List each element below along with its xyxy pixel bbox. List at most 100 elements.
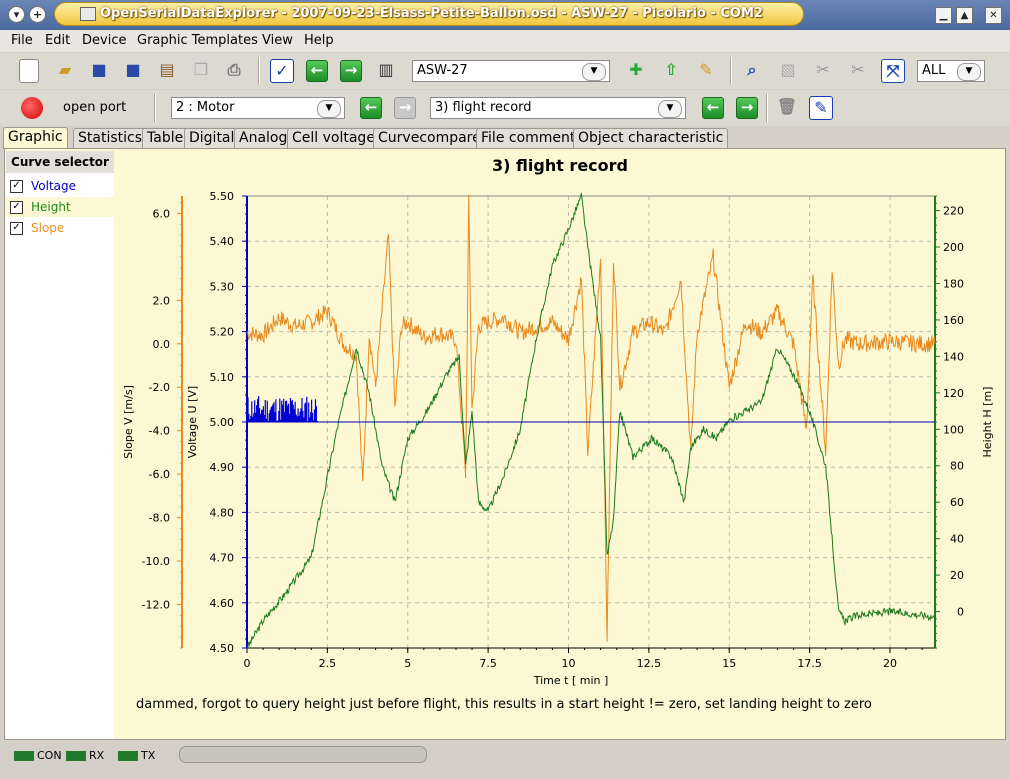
tab-object-characteristic[interactable]: Object characteristic (573, 128, 729, 148)
x-tick-label: 15 (722, 657, 736, 670)
trash-icon[interactable]: 🗑 (776, 97, 798, 116)
height-tick-label: 160 (943, 314, 964, 327)
slope-series-line (246, 194, 936, 642)
height-tick-label: 200 (943, 241, 964, 254)
zoom-window-icon[interactable]: ⌕ (747, 60, 757, 79)
voltage-tick-label: 4.90 (210, 461, 235, 474)
channel-select[interactable]: 2 : Motor ▼ (171, 97, 345, 119)
curve-item-voltage[interactable]: ✓ Voltage (6, 176, 114, 196)
toolbar-separator (154, 94, 156, 122)
prev-device-button[interactable]: ← (306, 60, 328, 82)
height-checkbox[interactable]: ✓ (10, 201, 23, 214)
zoom-select[interactable]: ALL ▼ (917, 60, 985, 82)
record-select[interactable]: 3) flight record ▼ (430, 97, 686, 119)
height-tick-label: 140 (943, 350, 964, 363)
height-tick-label: 120 (943, 387, 964, 400)
edit-record-icon[interactable]: ✎ (809, 96, 833, 120)
con-label: CON (37, 749, 62, 762)
print-icon[interactable]: ⎙ (227, 60, 241, 79)
minimize-icon[interactable]: ▁ (935, 7, 952, 24)
voltage-tick-label: 5.10 (210, 371, 235, 384)
curve-item-height[interactable]: ✓ Height (6, 197, 114, 217)
x-tick-label: 2.5 (319, 657, 337, 670)
x-tick-label: 20 (883, 657, 897, 670)
copy-icon[interactable]: ❐ (193, 60, 209, 79)
device-properties-icon[interactable]: ▥ (378, 60, 394, 79)
upload-object-icon[interactable]: ⇧ (664, 60, 678, 79)
tab-table[interactable]: Table (142, 128, 189, 148)
menu-edit[interactable]: Edit (45, 33, 71, 48)
tab-file-comment[interactable]: File comment (476, 128, 581, 148)
menu-graphic-templates[interactable]: Graphic Templates (137, 33, 258, 48)
toolbar-separator (258, 57, 260, 85)
flight-chart[interactable]: 0 2.5 5 7.5 10 12.5 15 17.5 20 Time t [ min ] 6.0 2… (116, 180, 1004, 695)
object-select[interactable]: ASW-27 ▼ (412, 60, 610, 82)
voltage-tick-label: 5.20 (210, 326, 235, 339)
chart-title: 3) flight record (492, 156, 628, 175)
toolbar-separator (766, 94, 768, 122)
menu-view[interactable]: View (262, 33, 293, 48)
voltage-tick-label: 5.50 (210, 190, 235, 203)
slope-tick-label: 2.0 (153, 294, 171, 307)
rx-led (66, 751, 86, 761)
progress-bar (179, 746, 427, 763)
menu-help[interactable]: Help (304, 33, 334, 48)
pan-icon[interactable]: ▧ (780, 60, 796, 79)
con-led (14, 751, 34, 761)
slope-tick-label: -6.0 (149, 468, 170, 481)
slope-checkbox[interactable]: ✓ (10, 222, 23, 235)
window-menu-icon[interactable]: ▾ (8, 6, 25, 23)
prev-channel-button[interactable]: ← (360, 97, 382, 119)
height-tick-label: 80 (950, 460, 964, 473)
voltage-axis-label: Voltage U [V] (186, 386, 199, 458)
graphic-panel (4, 148, 1006, 740)
new-file-icon[interactable] (19, 59, 39, 83)
open-folder-icon[interactable]: ▰ (58, 60, 72, 79)
tab-curvecompare[interactable]: Curvecompare (373, 128, 486, 148)
next-channel-button[interactable]: → (394, 97, 416, 119)
tab-statistics[interactable]: Statistics (73, 128, 147, 148)
height-tick-label: 100 (943, 423, 964, 436)
next-device-button[interactable]: → (340, 60, 362, 82)
toolbar-separator (730, 57, 732, 85)
height-tick-label: 20 (950, 569, 964, 582)
height-tick-label: 0 (957, 606, 964, 619)
add-object-icon[interactable]: ✚ (629, 60, 643, 79)
height-axis-label: Height H [m] (981, 387, 994, 458)
sticky-icon[interactable]: + (29, 6, 46, 23)
save-as-icon[interactable]: ■ (125, 60, 141, 79)
cut-right-icon[interactable]: ✂ (851, 60, 865, 79)
curve-item-slope[interactable]: ✓ Slope (6, 218, 114, 238)
settings-sheet-icon[interactable]: ▤ (159, 60, 175, 79)
voltage-tick-label: 5.40 (210, 235, 235, 248)
slope-tick-label: -2.0 (149, 381, 170, 394)
device-check-icon[interactable]: ✓ (270, 59, 294, 83)
slope-tick-label: -4.0 (149, 425, 170, 438)
voltage-tick-label: 4.80 (210, 506, 235, 519)
menu-file[interactable]: File (11, 33, 33, 48)
cut-left-icon[interactable]: ✂ (816, 60, 830, 79)
height-tick-label: 220 (943, 205, 964, 218)
menu-device[interactable]: Device (82, 33, 127, 48)
x-tick-label: 12.5 (637, 657, 662, 670)
tab-cell-voltage[interactable]: Cell voltage (287, 128, 380, 148)
x-tick-label: 10 (561, 657, 575, 670)
x-tick-label: 17.5 (797, 657, 822, 670)
fit-icon[interactable]: ⤧ (881, 59, 905, 83)
maximize-icon[interactable]: ▲ (956, 7, 973, 24)
slope-tick-label: 6.0 (153, 207, 171, 220)
prev-record-button[interactable]: ← (702, 97, 724, 119)
open-port-label[interactable]: open port (63, 100, 127, 115)
port-status-icon[interactable] (21, 97, 43, 119)
tab-digital[interactable]: Digital (184, 128, 240, 148)
voltage-checkbox[interactable]: ✓ (10, 180, 23, 193)
tab-graphic[interactable]: Graphic (3, 127, 68, 149)
tab-analog[interactable]: Analog (234, 128, 293, 148)
next-record-button[interactable]: → (736, 97, 758, 119)
close-icon[interactable]: ✕ (985, 7, 1002, 24)
save-icon[interactable]: ■ (91, 60, 107, 79)
slope-tick-label: 0.0 (153, 338, 171, 351)
title-pill (54, 2, 804, 26)
app-icon (80, 7, 96, 21)
edit-object-icon[interactable]: ✎ (699, 60, 713, 79)
